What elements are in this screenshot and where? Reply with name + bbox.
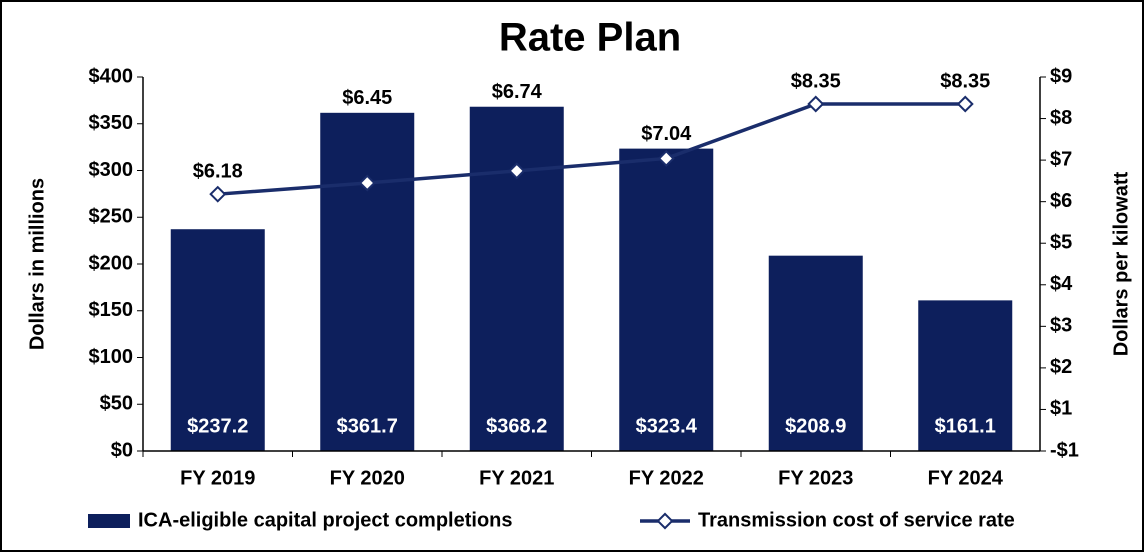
- bar-value-label: $368.2: [486, 415, 547, 437]
- y-tick-label: $200: [89, 252, 134, 274]
- legend-marker: [656, 512, 674, 530]
- bar: [768, 255, 863, 451]
- x-tick-label: FY 2019: [180, 467, 255, 489]
- y-tick-label: $300: [89, 159, 134, 181]
- y-tick-label: $150: [89, 299, 134, 321]
- chart-title: Rate Plan: [499, 16, 681, 60]
- bar: [320, 112, 415, 452]
- line-value-label: $8.35: [940, 70, 990, 92]
- y-tick-label: $0: [111, 439, 133, 461]
- line-marker: [807, 95, 825, 113]
- y-tick-label: $100: [89, 346, 134, 368]
- bar-value-label: $237.2: [187, 415, 248, 437]
- bar-value-label: $323.4: [636, 415, 698, 437]
- legend-label: ICA-eligible capital project completions: [138, 509, 513, 531]
- line-value-label: $6.18: [193, 160, 243, 182]
- y2-tick-label: -$1: [1050, 439, 1079, 461]
- bar: [918, 300, 1013, 451]
- y2-tick-label: $4: [1050, 273, 1073, 295]
- line-marker: [508, 162, 526, 180]
- line-marker: [657, 149, 675, 167]
- line-marker: [209, 185, 227, 203]
- x-tick-label: FY 2024: [928, 467, 1004, 489]
- y2-tick-label: $6: [1050, 190, 1072, 212]
- y-tick-label: $250: [89, 206, 134, 228]
- bar: [469, 106, 564, 451]
- y2-tick-label: $1: [1050, 398, 1072, 420]
- y-axis-label: Dollars in millions: [26, 178, 48, 350]
- legend-label: Transmission cost of service rate: [698, 509, 1015, 531]
- line-value-label: $6.45: [342, 87, 392, 109]
- bar: [170, 229, 265, 451]
- line-value-label: $7.04: [641, 123, 692, 145]
- line: [217, 102, 966, 196]
- line-value-label: $8.35: [791, 70, 841, 92]
- y-tick-label: $50: [100, 393, 133, 415]
- y2-tick-label: $3: [1050, 315, 1072, 337]
- y2-tick-label: $8: [1050, 107, 1072, 129]
- x-tick-label: FY 2022: [629, 467, 704, 489]
- x-tick-label: FY 2021: [479, 467, 554, 489]
- x-tick-label: FY 2020: [330, 467, 405, 489]
- y2-tick-label: $9: [1050, 65, 1072, 87]
- y-tick-label: $350: [89, 112, 134, 134]
- line-value-label: $6.74: [492, 81, 543, 103]
- y2-tick-label: $2: [1050, 356, 1072, 378]
- y2-axis-label: Dollars per kilowatt: [1110, 171, 1132, 356]
- bar-value-label: $161.1: [935, 415, 996, 437]
- y2-tick-label: $5: [1050, 232, 1072, 254]
- bar: [619, 148, 714, 451]
- legend-swatch: [88, 514, 130, 528]
- bar-value-label: $208.9: [785, 415, 846, 437]
- line-marker: [956, 95, 974, 113]
- line-marker: [358, 174, 376, 192]
- y-tick-label: $400: [89, 65, 134, 87]
- x-tick-label: FY 2023: [778, 467, 853, 489]
- bar-value-label: $361.7: [337, 415, 398, 437]
- y2-tick-label: $7: [1050, 148, 1072, 170]
